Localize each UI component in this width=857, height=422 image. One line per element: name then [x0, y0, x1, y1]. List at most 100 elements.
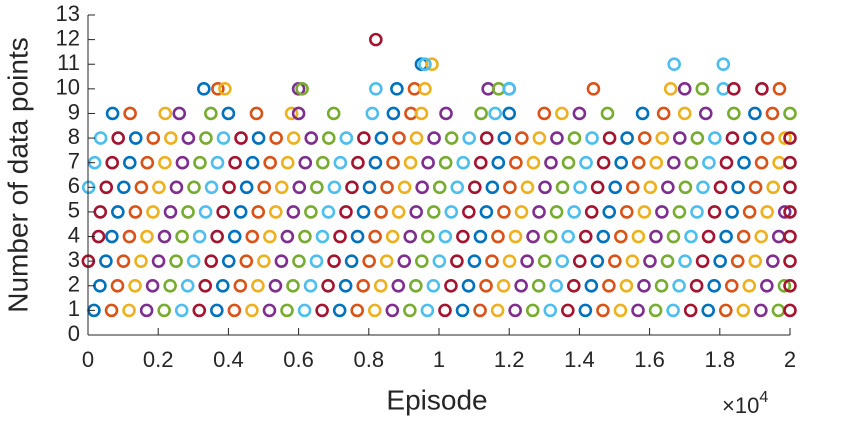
data-point: [338, 278, 353, 293]
data-point: [600, 106, 615, 121]
data-point: [158, 155, 172, 170]
x-axis-label: Episode: [386, 384, 487, 415]
data-point: [222, 180, 236, 195]
data-point: [298, 155, 313, 170]
data-point: [274, 254, 289, 268]
data-point: [93, 278, 107, 293]
data-point: [268, 278, 283, 293]
data-point: [531, 278, 546, 293]
data-point: [204, 106, 218, 121]
data-point: [509, 155, 523, 170]
data-point: [742, 205, 757, 219]
data-point: [327, 180, 342, 195]
data-point: [573, 180, 587, 195]
y-tick-label: 2: [68, 272, 80, 297]
data-point: [415, 180, 429, 195]
data-point: [316, 155, 330, 170]
data-point: [181, 205, 195, 219]
data-point: [584, 278, 599, 293]
x-multiplier: ×104: [722, 389, 768, 418]
data-point: [263, 229, 277, 244]
data-point: [111, 131, 125, 145]
data-point: [637, 205, 652, 219]
data-point: [251, 278, 265, 293]
data-point: [684, 229, 698, 244]
data-point: [414, 106, 429, 121]
data-point: [473, 303, 487, 318]
data-point: [760, 205, 774, 219]
x-tick-label: 1.2: [494, 347, 525, 372]
data-point: [724, 278, 739, 293]
data-point: [508, 229, 523, 244]
data-point: [134, 254, 148, 268]
data-point: [187, 180, 201, 195]
data-point: [716, 57, 731, 72]
data-point: [778, 131, 792, 145]
data-point: [677, 82, 692, 96]
data-point: [351, 155, 365, 170]
data-point: [420, 303, 435, 318]
data-point: [549, 278, 564, 293]
data-point: [532, 131, 547, 145]
data-point: [245, 155, 260, 170]
data-point: [403, 303, 417, 318]
data-point: [731, 180, 745, 195]
data-point: [462, 205, 476, 219]
data-point: [157, 229, 172, 244]
data-point: [713, 254, 727, 268]
data-point: [783, 254, 797, 268]
data-point: [608, 254, 622, 268]
data-point: [614, 229, 628, 244]
data-point: [678, 254, 692, 268]
data-point: [490, 303, 505, 318]
data-point: [503, 180, 517, 195]
data-point: [345, 180, 359, 195]
data-point: [292, 180, 307, 195]
data-point: [608, 180, 623, 195]
data-point: [369, 82, 383, 96]
data-point: [257, 254, 271, 268]
data-point: [514, 278, 528, 293]
y-tick-label: 11: [57, 50, 80, 75]
data-point: [380, 180, 394, 195]
data-point: [719, 229, 733, 244]
data-point: [321, 278, 335, 293]
data-point: [596, 303, 610, 318]
data-point: [128, 205, 143, 219]
x-tick-label: 1.6: [634, 347, 665, 372]
data-point: [596, 229, 611, 244]
data-point: [221, 106, 236, 121]
data-point: [432, 254, 447, 268]
data-point: [163, 278, 177, 293]
data-point: [333, 229, 347, 244]
data-point: [350, 229, 365, 244]
data-point: [397, 254, 412, 268]
data-point: [210, 155, 225, 170]
x-tick-label: 2: [784, 347, 796, 372]
data-point: [415, 254, 429, 268]
data-point: [572, 254, 587, 268]
data-point: [292, 254, 306, 268]
data-point: [754, 229, 769, 244]
data-point: [298, 229, 312, 244]
data-point: [157, 303, 171, 318]
data-point: [163, 205, 178, 219]
data-point: [198, 205, 213, 219]
data-point: [105, 155, 120, 170]
data-point: [719, 155, 734, 170]
data-point: [538, 180, 552, 195]
data-point: [140, 155, 155, 170]
data-point: [456, 155, 471, 170]
data-point: [245, 303, 259, 318]
data-point: [321, 205, 336, 219]
data-point: [426, 278, 441, 293]
data-point: [696, 180, 710, 195]
data-point: [274, 180, 289, 195]
data-point: [439, 106, 453, 121]
data-point: [93, 131, 108, 145]
data-point: [672, 205, 687, 219]
data-point: [128, 131, 143, 145]
data-point: [619, 278, 634, 293]
data-point: [502, 106, 517, 121]
data-point: [689, 278, 704, 293]
